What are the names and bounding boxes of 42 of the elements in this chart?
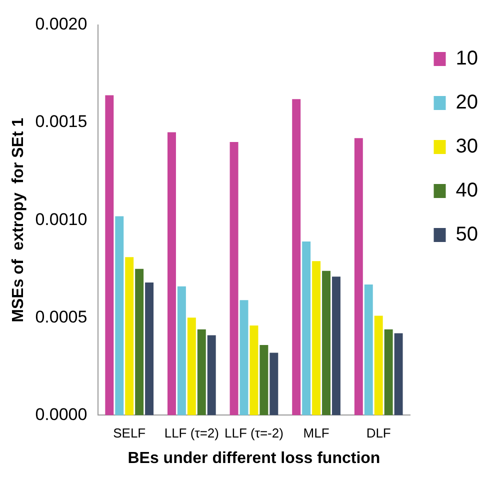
bar xyxy=(312,261,321,416)
y-tick-label: 0.0005 xyxy=(35,307,88,326)
bar xyxy=(187,318,196,416)
legend-label: 10 xyxy=(456,48,478,70)
legend-label: 30 xyxy=(456,136,478,158)
bar xyxy=(384,329,393,416)
x-axis-title: BEs under different loss function xyxy=(128,450,380,467)
bar xyxy=(230,142,238,416)
x-tick-label: SELF xyxy=(113,426,146,441)
legend-label: 40 xyxy=(456,180,478,202)
y-tick-label: 0.0010 xyxy=(35,210,88,229)
bar xyxy=(354,138,363,416)
bar xyxy=(322,270,330,416)
x-tick-label: LLF (τ=2) xyxy=(164,426,219,441)
bar xyxy=(167,132,176,416)
legend-label: 50 xyxy=(456,224,478,246)
bar xyxy=(177,286,186,416)
x-tick-label: DLF xyxy=(366,426,391,441)
x-tick-label: LLF (τ=-2) xyxy=(224,426,284,441)
y-tick-label: 0.0020 xyxy=(35,14,88,34)
bar xyxy=(270,352,278,416)
bar xyxy=(197,329,206,416)
bar xyxy=(394,333,403,416)
bar xyxy=(260,344,268,416)
bar xyxy=(364,284,373,416)
bar xyxy=(332,276,340,416)
y-tick-label: 0.0015 xyxy=(35,112,88,132)
bar xyxy=(240,300,248,416)
bar xyxy=(292,99,301,416)
legend-label: 20 xyxy=(456,92,478,114)
y-tick-label: 0.0000 xyxy=(35,404,88,424)
bar xyxy=(115,216,124,416)
x-tick-label: MLF xyxy=(303,426,330,441)
bar xyxy=(302,242,311,416)
y-axis-title: MSEs of extropy for SEt 1 xyxy=(10,118,28,322)
bar xyxy=(207,335,216,416)
bar xyxy=(374,316,383,416)
bar xyxy=(105,95,114,416)
bar xyxy=(125,257,134,416)
bar xyxy=(250,325,258,416)
bar xyxy=(145,282,154,416)
bar xyxy=(135,268,144,416)
